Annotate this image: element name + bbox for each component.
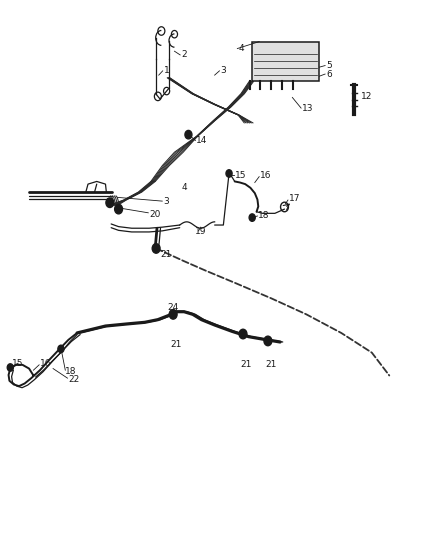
FancyBboxPatch shape bbox=[252, 42, 319, 82]
Circle shape bbox=[249, 214, 255, 221]
Text: 16: 16 bbox=[260, 171, 272, 180]
Circle shape bbox=[264, 336, 272, 346]
Text: 4: 4 bbox=[239, 44, 244, 53]
Text: 5: 5 bbox=[326, 61, 332, 70]
Text: 15: 15 bbox=[12, 359, 23, 368]
Text: 18: 18 bbox=[65, 367, 77, 376]
Circle shape bbox=[239, 329, 247, 339]
Text: 21: 21 bbox=[160, 251, 171, 260]
Text: 1: 1 bbox=[163, 67, 170, 75]
Text: 17: 17 bbox=[289, 194, 300, 203]
Text: 3: 3 bbox=[163, 197, 169, 206]
Text: 6: 6 bbox=[326, 70, 332, 78]
Text: 14: 14 bbox=[196, 136, 208, 145]
Circle shape bbox=[169, 310, 177, 319]
Text: 3: 3 bbox=[220, 67, 226, 75]
Text: 21: 21 bbox=[170, 340, 181, 349]
Circle shape bbox=[152, 244, 160, 253]
Text: 12: 12 bbox=[361, 92, 373, 101]
Text: 18: 18 bbox=[258, 212, 270, 221]
Text: 19: 19 bbox=[195, 228, 207, 237]
Text: 21: 21 bbox=[265, 360, 277, 369]
Text: 15: 15 bbox=[235, 171, 246, 180]
Text: 24: 24 bbox=[167, 303, 179, 312]
Circle shape bbox=[115, 204, 123, 214]
Text: 16: 16 bbox=[40, 359, 52, 368]
Circle shape bbox=[58, 345, 64, 353]
Text: 21: 21 bbox=[240, 360, 251, 369]
Text: 2: 2 bbox=[181, 51, 187, 59]
Text: 13: 13 bbox=[302, 103, 314, 112]
Text: 22: 22 bbox=[68, 375, 80, 384]
Text: 20: 20 bbox=[149, 210, 160, 219]
Circle shape bbox=[106, 198, 114, 207]
Circle shape bbox=[185, 131, 192, 139]
Circle shape bbox=[226, 169, 232, 177]
Text: 4: 4 bbox=[182, 183, 187, 192]
Circle shape bbox=[7, 364, 13, 371]
